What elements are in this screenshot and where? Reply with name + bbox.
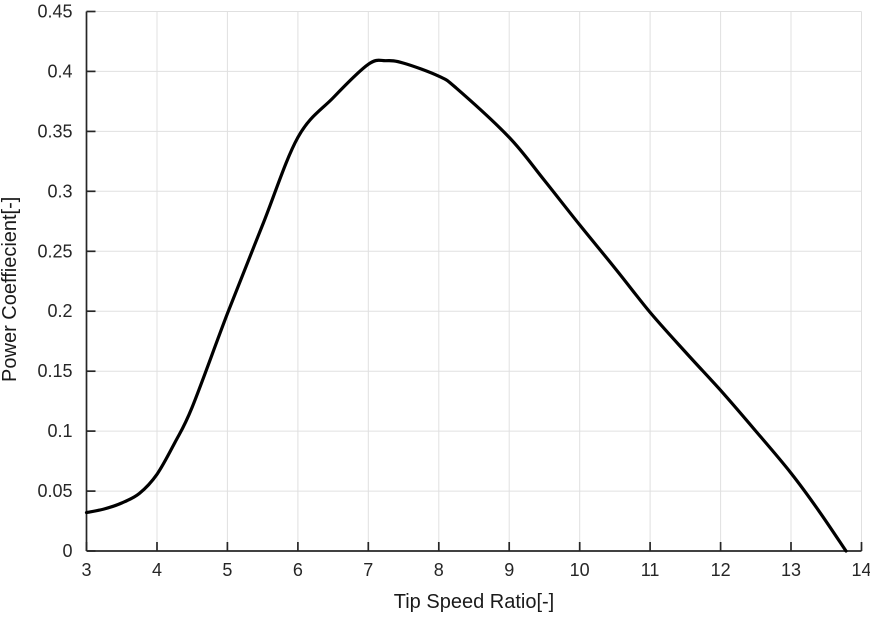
x-tick-label: 9 xyxy=(504,560,514,580)
x-tick-label: 6 xyxy=(293,560,303,580)
y-tick-label: 0.35 xyxy=(37,121,72,141)
x-tick-label: 5 xyxy=(222,560,232,580)
x-tick-label: 10 xyxy=(570,560,590,580)
y-tick-label: 0.4 xyxy=(47,61,72,81)
axis-layer xyxy=(85,11,862,552)
y-tick-label: 0.05 xyxy=(37,481,72,501)
x-tick-label: 3 xyxy=(81,560,91,580)
x-tick-label: 11 xyxy=(641,560,660,580)
y-tick-label: 0.15 xyxy=(37,361,72,381)
y-axis-label: Power Coeffiecient[-] xyxy=(0,197,21,382)
grid-layer xyxy=(86,11,862,552)
y-tick-label: 0.1 xyxy=(47,421,72,441)
y-tick-label: 0.3 xyxy=(47,181,72,201)
x-tick-label: 12 xyxy=(711,560,731,580)
x-tick-label: 4 xyxy=(152,560,162,580)
power-coefficient-curve xyxy=(84,58,848,553)
y-tick-label: 0.45 xyxy=(37,2,72,22)
x-tick-label: 7 xyxy=(363,560,373,580)
x-tick-label: 8 xyxy=(434,560,444,580)
y-tick-label: 0.2 xyxy=(47,301,72,321)
tick-marks-layer xyxy=(85,10,863,552)
x-axis-label: Tip Speed Ratio[-] xyxy=(394,591,554,613)
y-tick-label: 0.25 xyxy=(37,241,72,261)
tick-labels-layer: 3 4 5 6 7 8 9 10 11 12 13 14 0 0.05 0.1 0.15 0.2 0.25 0.3 0… xyxy=(37,2,870,581)
x-tick-label: 13 xyxy=(781,560,801,580)
y-tick-label: 0 xyxy=(62,541,72,561)
x-tick-label: 14 xyxy=(851,560,870,580)
